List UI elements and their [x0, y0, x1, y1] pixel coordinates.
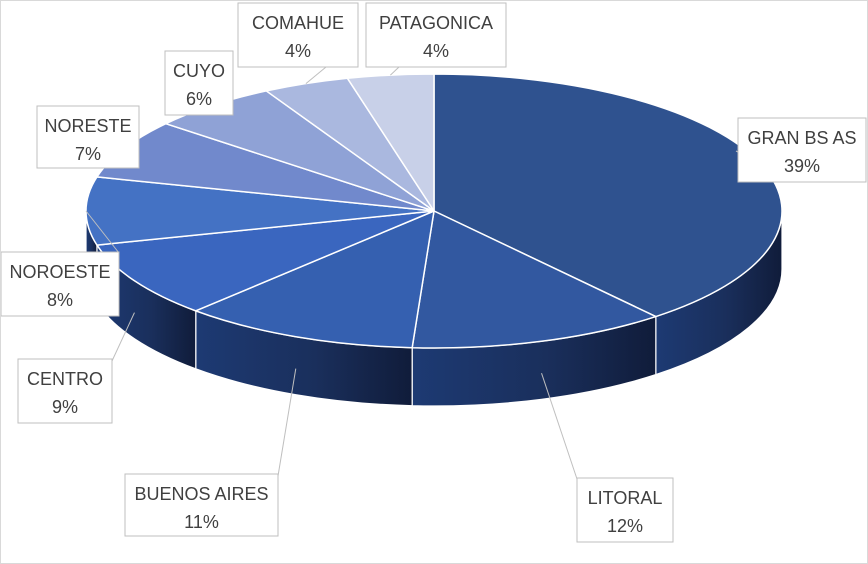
slice-value-buenos-aires: 11%: [184, 512, 219, 532]
callout-box-litoral: [576, 477, 674, 543]
callout-box-cuyo: [164, 50, 234, 116]
slice-label-comahue: COMAHUE: [252, 13, 344, 33]
slice-label-noreste: NORESTE: [44, 116, 131, 136]
callout-box-gran-bs-as: [737, 117, 867, 183]
leader-line-noroeste: [85, 210, 120, 254]
slice-value-noreste: 7%: [75, 144, 101, 164]
slice-value-litoral: 12%: [607, 516, 643, 536]
slice-label-litoral: LITORAL: [588, 488, 663, 508]
slice-centro: [96, 210, 435, 312]
slice-noroeste: [85, 176, 435, 246]
callout-box-centro: [17, 358, 113, 424]
leader-line-centro: [111, 312, 135, 362]
leader-line-patagonica: [390, 66, 400, 76]
slice-buenos-aires: [195, 210, 435, 349]
callout-box-noroeste: [1, 251, 120, 317]
slice-label-patagonica: PATAGONICA: [379, 13, 493, 33]
slice-label-cuyo: CUYO: [173, 61, 225, 81]
slice-value-comahue: 4%: [285, 41, 311, 61]
leader-line-buenos-aires: [277, 368, 297, 477]
slice-litoral: [411, 210, 657, 349]
slice-value-cuyo: 6%: [186, 89, 212, 109]
slice-label-centro: CENTRO: [27, 369, 103, 389]
leader-line-litoral: [541, 373, 578, 480]
slice-label-gran-bs-as: GRAN BS AS: [747, 128, 856, 148]
slice-label-noroeste: NOROESTE: [9, 262, 110, 282]
slice-value-patagonica: 4%: [423, 41, 449, 61]
slice-label-buenos-aires: BUENOS AIRES: [134, 484, 268, 504]
callout-box-comahue: [237, 2, 359, 68]
leader-line-comahue: [305, 66, 327, 85]
callout-box-buenos-aires: [124, 473, 279, 537]
slice-value-gran-bs-as: 39%: [784, 156, 820, 176]
slice-value-centro: 9%: [52, 397, 78, 417]
slice-value-noroeste: 8%: [47, 290, 73, 310]
callout-box-patagonica: [365, 2, 507, 68]
callout-box-noreste: [36, 105, 140, 169]
